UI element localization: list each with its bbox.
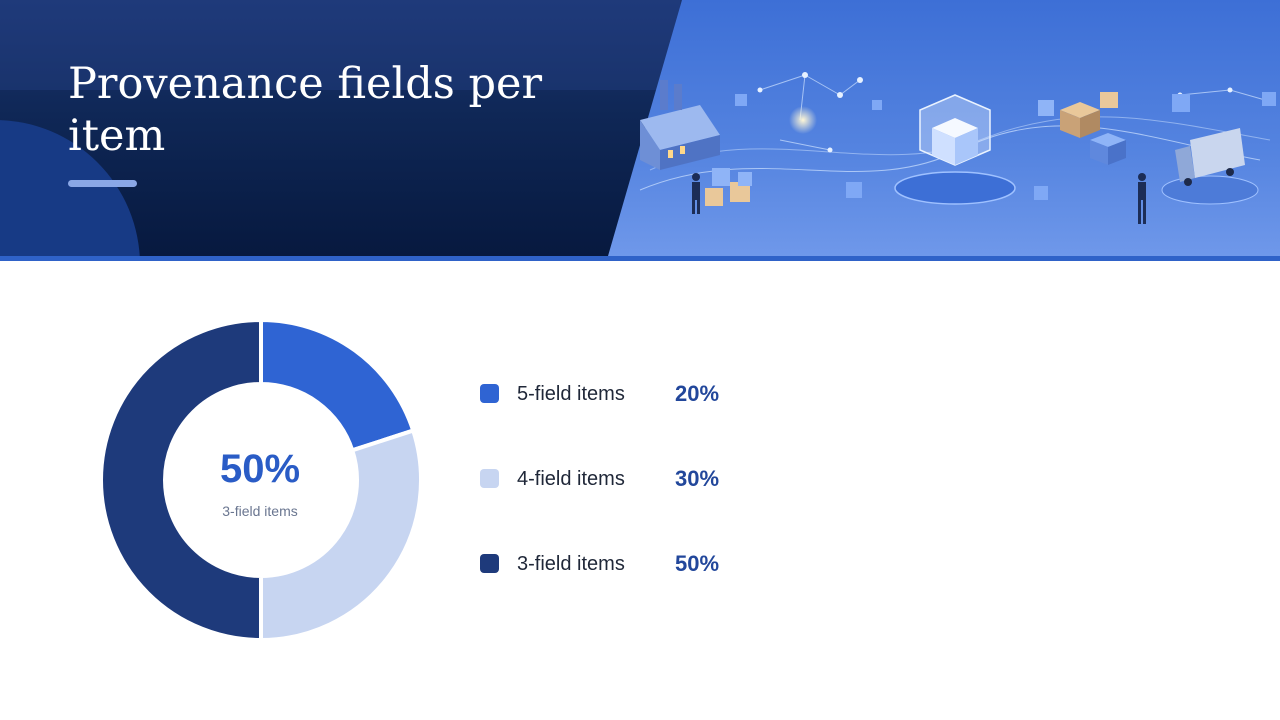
donut-center-value: 50% bbox=[219, 447, 301, 491]
donut-center-label: 3-field items bbox=[222, 503, 298, 519]
donut-slice-2 bbox=[99, 317, 263, 643]
title-underline bbox=[68, 180, 137, 187]
legend-item-4-field: 4-field items 30% bbox=[480, 457, 800, 501]
chart-legend: 5-field items 20% 4-field items 30% 3-fi… bbox=[480, 372, 800, 627]
legend-label: 5-field items bbox=[517, 383, 625, 405]
legend-label: 3-field items bbox=[517, 553, 625, 575]
supply-chain-illustration bbox=[608, 0, 1280, 256]
header-panel: Provenance fields per item bbox=[0, 0, 1280, 256]
donut-svg bbox=[99, 317, 423, 643]
legend-value: 30% bbox=[675, 466, 720, 491]
donut-slice-0 bbox=[259, 317, 416, 453]
legend-swatch bbox=[480, 554, 499, 573]
page-title: Provenance fields per item bbox=[68, 59, 543, 161]
legend-value: 50% bbox=[675, 551, 720, 576]
donut-chart bbox=[96, 315, 426, 645]
legend-value: 20% bbox=[675, 381, 720, 406]
header-band bbox=[0, 0, 680, 90]
header-divider bbox=[0, 256, 1280, 261]
legend-swatch bbox=[480, 384, 499, 403]
legend-item-3-field: 3-field items 50% bbox=[480, 542, 800, 586]
legend-label: 4-field items bbox=[517, 468, 625, 490]
legend-item-5-field: 5-field items 20% bbox=[480, 372, 800, 416]
donut-slice-1 bbox=[259, 428, 423, 643]
legend-swatch bbox=[480, 469, 499, 488]
